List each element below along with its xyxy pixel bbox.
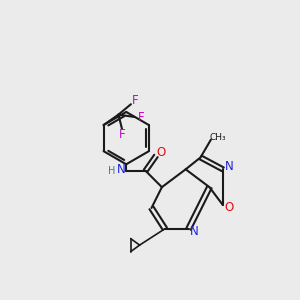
- Text: F: F: [132, 94, 139, 107]
- Text: N: N: [116, 163, 125, 176]
- Text: F: F: [138, 110, 145, 124]
- Text: O: O: [157, 146, 166, 160]
- Text: O: O: [225, 202, 234, 214]
- Text: F: F: [119, 128, 125, 141]
- Text: N: N: [225, 160, 234, 173]
- Text: CH₃: CH₃: [209, 133, 226, 142]
- Text: N: N: [190, 225, 198, 238]
- Text: H: H: [108, 166, 116, 176]
